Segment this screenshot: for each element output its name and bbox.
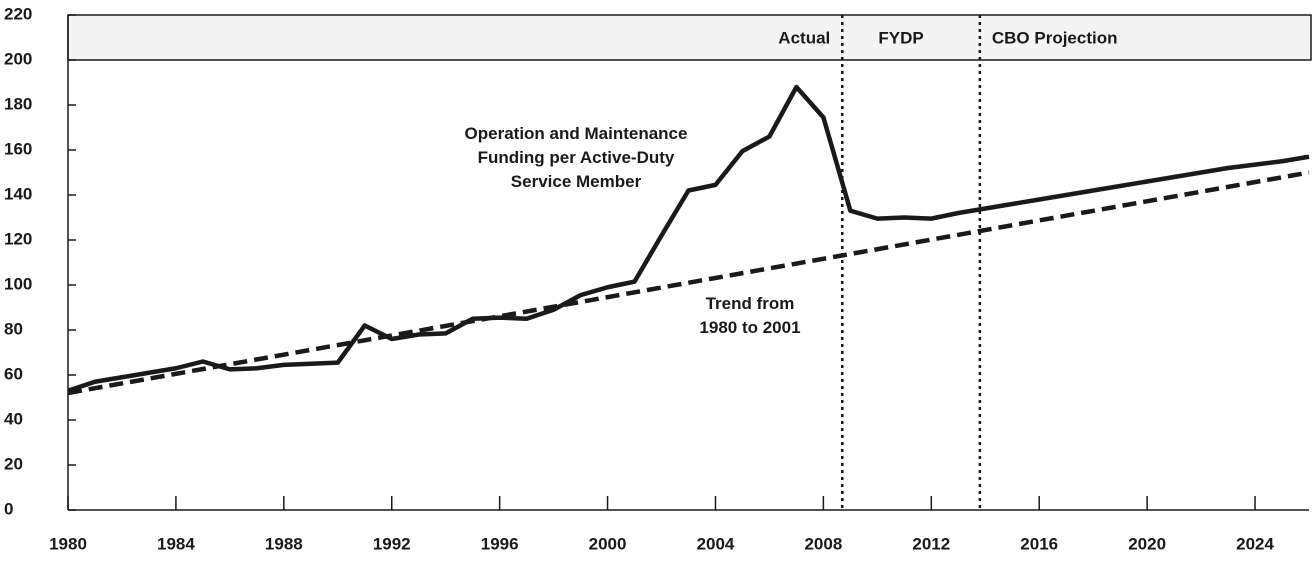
y-tick-label: 220 — [4, 4, 32, 23]
y-tick-label: 100 — [4, 274, 32, 293]
y-tick-label: 180 — [4, 94, 32, 113]
x-tick-label: 2020 — [1128, 534, 1166, 553]
series-line — [67, 170, 1310, 396]
period-label: Actual — [778, 28, 830, 47]
series-label: Operation and Maintenance Funding per Act… — [465, 124, 688, 191]
x-tick-label: 1984 — [157, 534, 195, 553]
period-label: CBO Projection — [992, 28, 1118, 47]
y-tick-label: 140 — [4, 184, 32, 203]
header-band — [67, 14, 1312, 61]
y-tick-label: 0 — [4, 499, 13, 518]
x-tick-label: 1988 — [265, 534, 303, 553]
x-tick-label: 2008 — [804, 534, 842, 553]
y-tick-label: 20 — [4, 454, 23, 473]
x-tick-label: 2012 — [912, 534, 950, 553]
y-tick-label: 120 — [4, 229, 32, 248]
y-tick-label: 160 — [4, 139, 32, 158]
y-tick-label: 40 — [4, 409, 23, 428]
y-tick-label: 80 — [4, 319, 23, 338]
x-tick-label: 2004 — [697, 534, 735, 553]
x-tick-label: 2000 — [589, 534, 627, 553]
series-label: Trend from 1980 to 2001 — [699, 294, 800, 337]
x-tick-label: 1996 — [481, 534, 519, 553]
y-tick-label: 60 — [4, 364, 23, 383]
y-tick-label: 200 — [4, 49, 32, 68]
x-tick-label: 2016 — [1020, 534, 1058, 553]
x-tick-label: 2024 — [1236, 534, 1274, 553]
x-tick-label: 1992 — [373, 534, 411, 553]
series-line — [67, 84, 1310, 393]
period-label: FYDP — [878, 28, 923, 47]
x-tick-label: 1980 — [49, 534, 87, 553]
